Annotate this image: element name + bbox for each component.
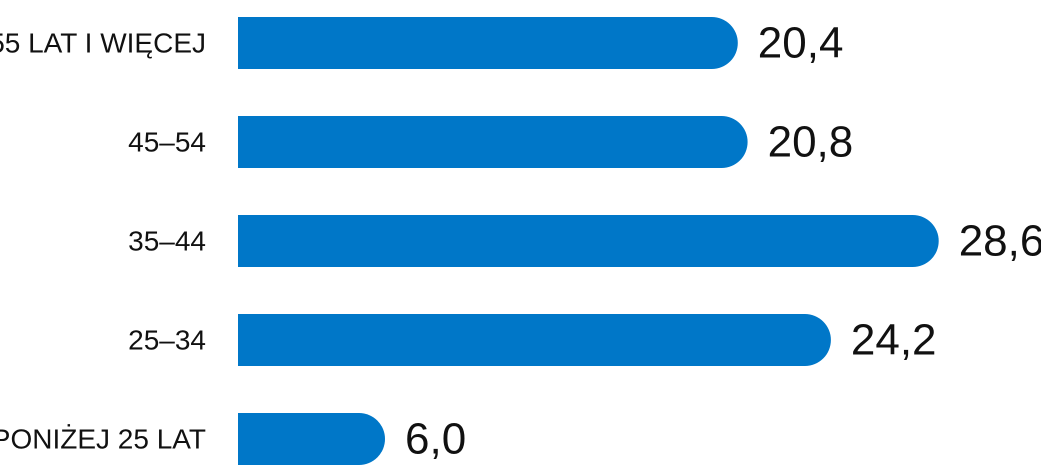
bar-2 xyxy=(238,215,939,267)
bar-3 xyxy=(238,314,831,366)
value-label-0: 20,4 xyxy=(758,19,844,68)
category-label-2: 35–44 xyxy=(128,226,206,257)
value-label-4: 6,0 xyxy=(405,415,466,464)
value-label-2: 28,6 xyxy=(959,217,1041,266)
bar-0 xyxy=(238,17,738,69)
bar-4 xyxy=(238,413,385,465)
bars-layer xyxy=(238,17,939,465)
category-labels: 55 LAT I WIĘCEJ 45–54 35–44 25–34 PONIŻEJ 25… xyxy=(0,28,206,455)
category-label-1: 45–54 xyxy=(128,127,206,158)
value-label-3: 24,2 xyxy=(851,316,937,365)
bar-1 xyxy=(238,116,748,168)
value-label-1: 20,8 xyxy=(768,118,854,167)
category-label-3: 25–34 xyxy=(128,325,206,356)
category-label-4: PONIŻEJ 25 LAT xyxy=(0,424,206,455)
value-labels: 20,4 20,8 28,6 24,2 6,0 xyxy=(405,19,1041,464)
category-label-0: 55 LAT I WIĘCEJ xyxy=(0,28,206,59)
